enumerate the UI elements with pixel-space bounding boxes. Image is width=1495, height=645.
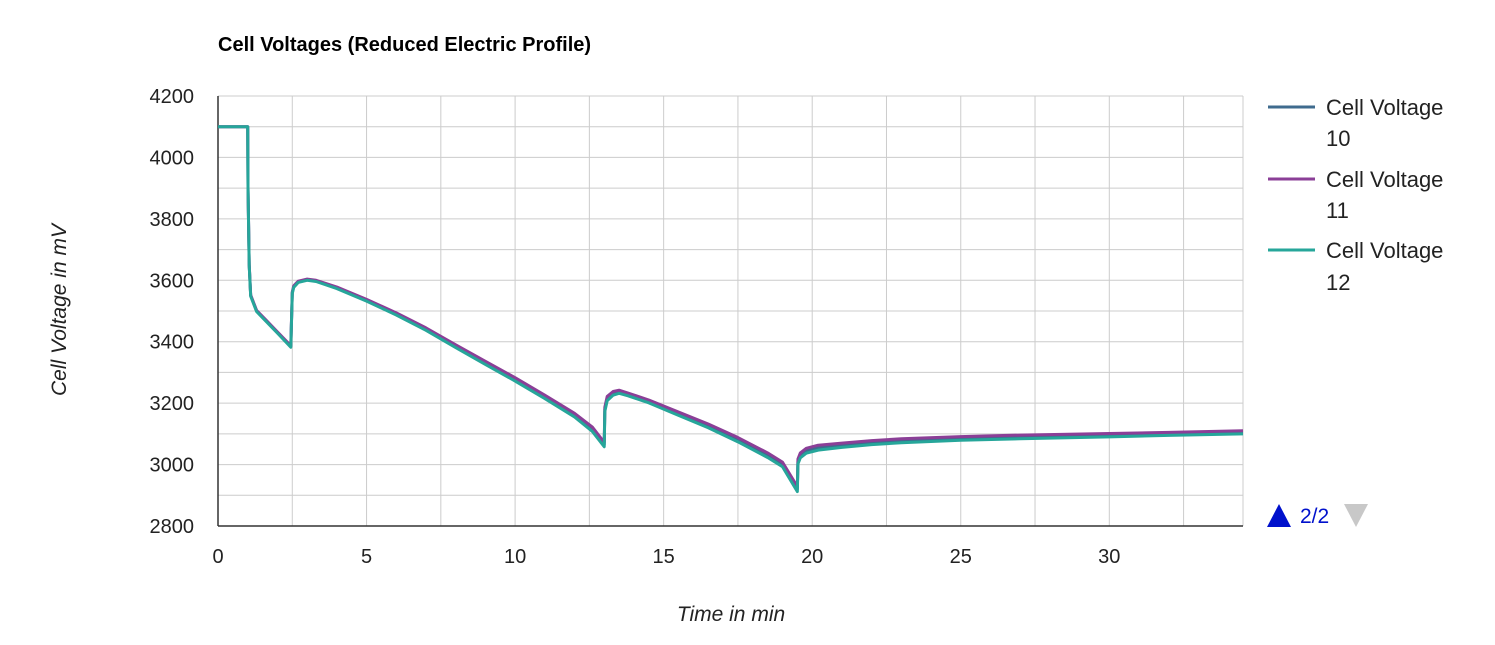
series-lines: [218, 125, 1244, 494]
y-tick-label: 3200: [150, 393, 195, 415]
x-axis-label: Time in min: [677, 603, 785, 626]
legend: Cell Voltage 10 Cell Voltage 11 Cell Vol…: [1268, 95, 1443, 295]
gridlines: [218, 95, 1244, 526]
y-tick-label: 3000: [150, 455, 195, 477]
y-tick-label: 4200: [150, 86, 195, 108]
legend-label-10-line1: Cell Voltage: [1326, 95, 1443, 120]
y-tick-label: 4000: [150, 147, 195, 169]
x-tick-label: 5: [361, 546, 372, 568]
x-tick-label: 0: [212, 546, 223, 568]
y-tick-label: 2800: [150, 516, 195, 538]
legend-pager: 2/2: [1267, 504, 1368, 528]
y-tick-label: 3600: [150, 270, 195, 292]
x-tick-label: 15: [653, 546, 675, 568]
x-tick-label: 30: [1098, 546, 1120, 568]
legend-item-cell-voltage-11[interactable]: Cell Voltage 11: [1268, 167, 1443, 223]
pager-page-indicator: 2/2: [1300, 505, 1329, 528]
y-axis-label: Cell Voltage in mV: [48, 222, 71, 396]
legend-label-11-line1: Cell Voltage: [1326, 167, 1443, 192]
legend-label-12-line1: Cell Voltage: [1326, 238, 1443, 263]
series-line-cell-voltage-11: [218, 125, 1244, 489]
legend-label-11-line2: 11: [1326, 198, 1349, 223]
y-tick-label: 3400: [150, 332, 195, 354]
legend-label-10-line2: 10: [1326, 126, 1350, 151]
x-tick-label: 10: [504, 546, 526, 568]
x-tick-label: 20: [801, 546, 823, 568]
x-tick-label: 25: [950, 546, 972, 568]
legend-item-cell-voltage-10[interactable]: Cell Voltage 10: [1268, 95, 1443, 151]
axes: [217, 96, 1243, 527]
series-line-cell-voltage-12: [218, 125, 1244, 494]
chart-title: Cell Voltages (Reduced Electric Profile): [218, 34, 591, 56]
legend-label-12-line2: 12: [1326, 270, 1350, 295]
y-tick-label: 3800: [150, 209, 195, 231]
pager-down-arrow-icon[interactable]: [1344, 504, 1368, 527]
tick-labels: 0 5 10 15 20 25 30 2800 3000 3200 3400 3600 3800 4000…: [150, 86, 1121, 568]
pager-up-arrow-icon[interactable]: [1267, 504, 1291, 527]
legend-item-cell-voltage-12[interactable]: Cell Voltage 12: [1268, 238, 1443, 295]
